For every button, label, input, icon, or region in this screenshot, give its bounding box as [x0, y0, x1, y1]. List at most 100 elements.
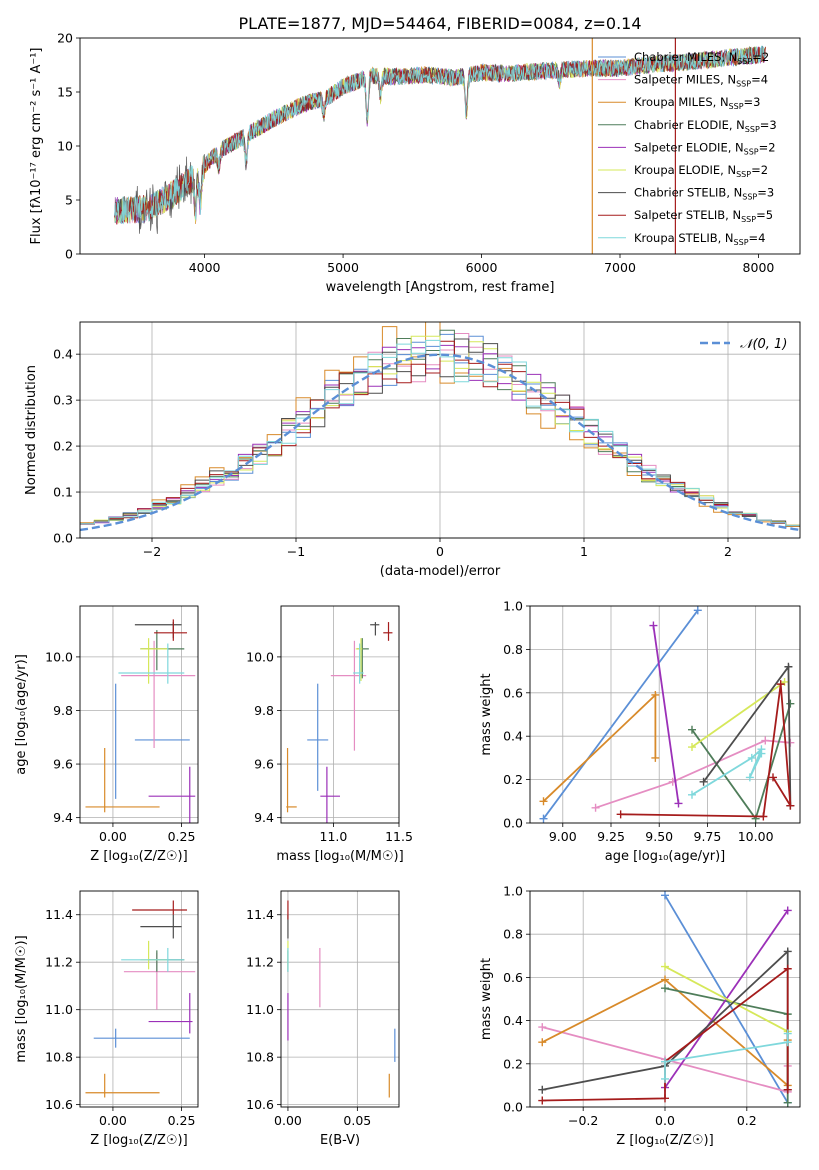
- y-tick-label: 0.3: [53, 393, 73, 408]
- x-tick-label: 11.0: [320, 829, 348, 844]
- histogram-step: [80, 339, 800, 538]
- legend-subscript: SSP: [736, 170, 751, 179]
- x-tick-label: 0.05: [343, 1113, 371, 1128]
- y-tick-label: 11.2: [45, 955, 73, 970]
- legend-label: Salpeter ELODIE, NSSP=2: [634, 140, 776, 156]
- legend-value: =2: [759, 140, 776, 154]
- y-axis-label: mass weight: [479, 958, 494, 1040]
- y-tick-label: 15: [57, 85, 73, 100]
- weight-marker: [776, 680, 785, 689]
- x-tick-label: 0.00: [274, 1113, 302, 1128]
- weight-marker: [699, 777, 708, 786]
- legend-label: Chabrier MILES, NSSP=2: [634, 50, 769, 66]
- legend-subscript: SSP: [729, 102, 744, 111]
- x-tick-label: 7000: [604, 260, 636, 275]
- legend-label: Kroupa ELODIE, NSSP=2: [634, 163, 768, 179]
- y-tick-label: 9.4: [254, 810, 274, 825]
- weight-marker: [786, 801, 795, 810]
- weight-marker: [783, 964, 792, 973]
- weight-marker: [688, 790, 696, 799]
- y-tick-label: 5: [65, 193, 73, 208]
- y-tick-label: 9.6: [254, 757, 274, 772]
- weight-line: [664, 1033, 789, 1079]
- spectrum-axes: 4000 5000 6000 7000 8000 0 5 10 15 20 wavelength […: [29, 31, 774, 296]
- weight-marker: [539, 814, 548, 823]
- x-tick-label: 0.0: [655, 1113, 675, 1128]
- y-tick-label: 11.2: [246, 955, 274, 970]
- legend-value: =5: [756, 208, 773, 222]
- y-axis-label: mass [log₁₀(M/M☉)]: [14, 935, 29, 1062]
- legend-label: Salpeter STELIB, NSSP=5: [634, 208, 773, 224]
- legend-label: 𝒩(0, 1): [740, 337, 787, 352]
- y-axis-label: age [log₁₀(age/yr)]: [14, 654, 29, 775]
- y-tick-label: 9.4: [53, 810, 73, 825]
- weight-marker: [661, 1074, 669, 1083]
- x-tick-label: 10.00: [738, 829, 774, 844]
- weight-marker: [661, 891, 669, 900]
- spectrum-line: [114, 45, 766, 225]
- legend-subscript: SSP: [734, 238, 749, 247]
- weight-marker: [783, 947, 792, 956]
- y-tick-label: 11.0: [45, 1002, 73, 1017]
- weight-marker: [783, 1029, 792, 1038]
- y-tick-label: 0.2: [503, 772, 523, 787]
- weight-marker: [783, 1098, 792, 1107]
- spectrum-lines: [114, 38, 766, 254]
- weight-marker: [783, 1038, 792, 1047]
- weight-marker: [759, 812, 768, 821]
- age-vs-Z-frame: [79, 605, 199, 824]
- y-tick-label: 9.8: [53, 703, 73, 718]
- y-tick-label: 10.8: [45, 1050, 73, 1065]
- legend-subscript: SSP: [742, 193, 757, 202]
- x-axis-label: wavelength [Angstrom, rest frame]: [326, 280, 555, 295]
- age-vs-mass-axes: 11.0 11.5 9.4 9.6 9.8 10.0 mass [log₁₀(M/M☉)]: [246, 606, 413, 864]
- y-tick-label: 0.8: [503, 642, 523, 657]
- x-axis-label: Z [log₁₀(Z/Z☉)]: [90, 1133, 187, 1148]
- x-tick-label: 0.25: [168, 829, 196, 844]
- x-tick-label: 9.25: [597, 829, 625, 844]
- weight-marker: [538, 1038, 547, 1047]
- x-axis-label: E(B-V): [320, 1133, 360, 1148]
- age-vs-Z-points: [85, 619, 196, 823]
- age-vs-mass-points: [286, 622, 393, 823]
- y-tick-label: 9.8: [254, 703, 274, 718]
- y-tick-label: 0.1: [53, 485, 73, 500]
- y-tick-label: 10: [57, 139, 73, 154]
- weight-marker: [674, 799, 683, 808]
- mass-vs-Z-points: [85, 900, 196, 1098]
- mass-weight-vs-age-axes: 9.00 9.25 9.50 9.75 10.00 0.0 0.2 0.4 0.6 0.8 1.0 a…: [479, 599, 800, 864]
- figure-title: PLATE=1877, MJD=54464, FIBERID=0084, z=0…: [238, 14, 641, 33]
- legend-subscript: SSP: [736, 80, 751, 89]
- y-tick-label: 0.0: [503, 1100, 523, 1115]
- y-tick-label: 0.0: [53, 531, 73, 546]
- weight-marker: [783, 906, 792, 915]
- x-tick-label: 5000: [327, 260, 359, 275]
- weight-marker: [616, 810, 625, 819]
- spectrum-frame: [79, 37, 801, 255]
- weight-marker: [761, 736, 770, 745]
- y-tick-label: 0: [65, 247, 73, 262]
- weight-marker: [661, 1057, 669, 1066]
- weight-line: [542, 609, 699, 820]
- x-tick-label: 4000: [189, 260, 221, 275]
- mass-vs-ebv-points: [287, 900, 396, 1098]
- x-tick-label: 8000: [743, 260, 775, 275]
- y-tick-label: 10.8: [246, 1050, 274, 1065]
- histogram-step: [80, 340, 800, 538]
- x-tick-label: −1: [287, 544, 305, 559]
- mass-weight-vs-Z-frame: [529, 890, 801, 1108]
- weight-marker: [747, 753, 756, 762]
- x-axis-label: (data-model)/error: [380, 564, 501, 579]
- weight-marker: [769, 773, 777, 782]
- age-vs-Z-axes: 0.00 0.25 9.4 9.6 9.8 10.0 Z [log₁₀(Z/Z☉)] age …: [14, 606, 198, 864]
- y-tick-label: 11.0: [246, 1002, 274, 1017]
- y-tick-label: 10.6: [45, 1097, 73, 1112]
- weight-marker: [661, 984, 669, 993]
- weight-marker: [538, 1096, 547, 1105]
- legend-label: Chabrier ELODIE, NSSP=3: [634, 118, 777, 134]
- legend-subscript: SSP: [737, 57, 752, 66]
- weight-marker: [651, 690, 660, 699]
- age-vs-mass-frame: [280, 605, 400, 824]
- y-axis-label: mass weight: [479, 673, 494, 755]
